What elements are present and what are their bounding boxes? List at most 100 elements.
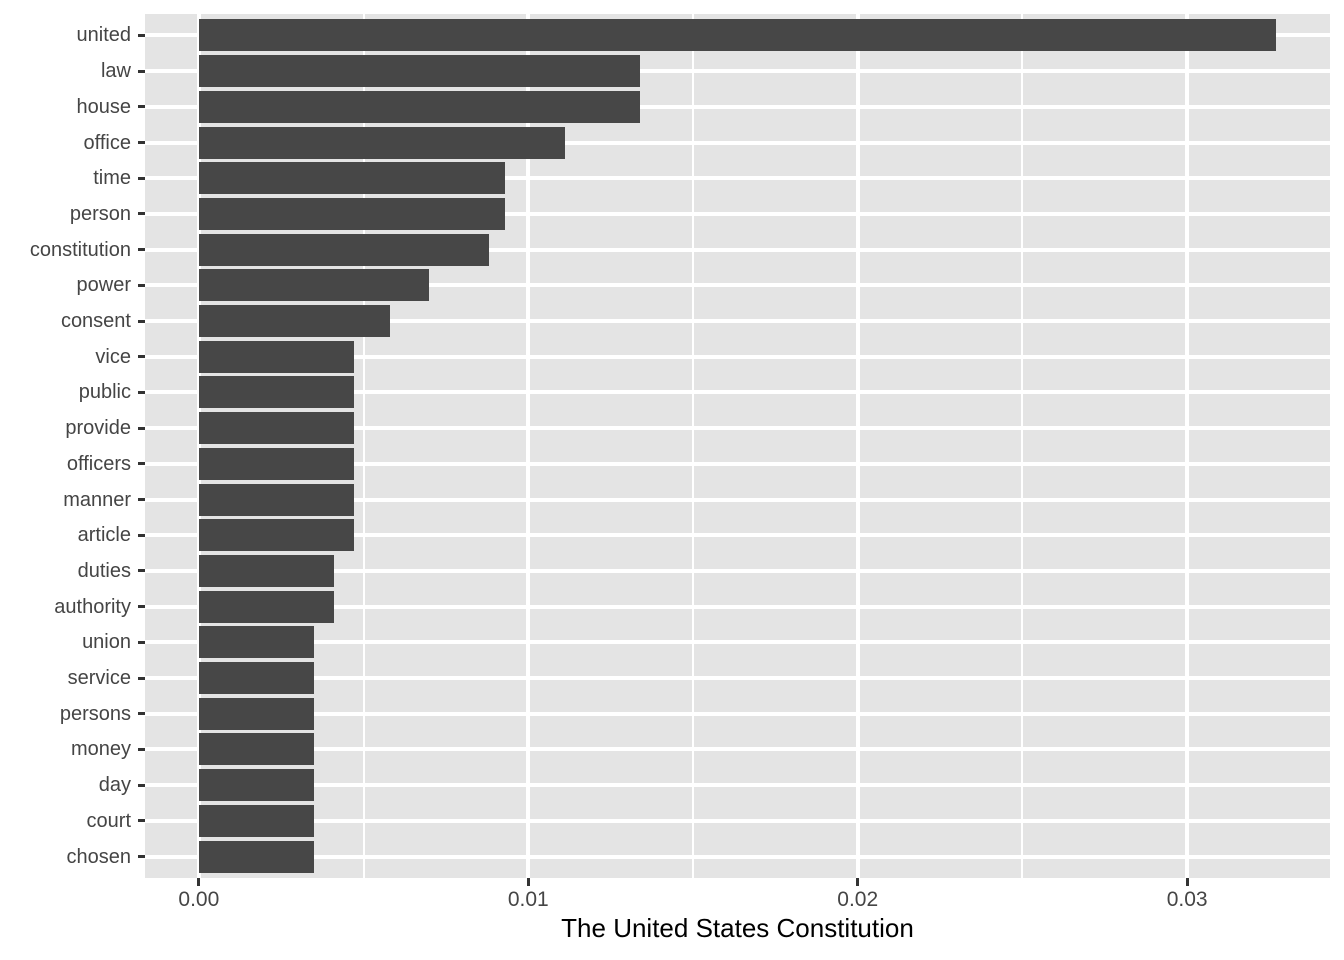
y-axis-tick xyxy=(138,747,145,751)
y-axis-label-office: office xyxy=(83,131,131,154)
major-gridline-horizontal xyxy=(145,283,1330,288)
y-axis-tick xyxy=(138,605,145,609)
y-axis-label-union: union xyxy=(82,631,131,654)
x-axis-tick xyxy=(197,878,201,886)
bar-consent xyxy=(198,305,390,338)
y-axis-label-time: time xyxy=(93,167,131,190)
bar-union xyxy=(198,626,315,659)
minor-gridline-vertical xyxy=(362,14,365,878)
major-gridline-horizontal xyxy=(145,426,1330,431)
y-axis-label-constitution: constitution xyxy=(29,238,131,261)
y-axis-tick xyxy=(138,426,145,430)
y-axis-label-article: article xyxy=(77,524,131,547)
y-axis-tick xyxy=(138,855,145,859)
major-gridline-horizontal xyxy=(145,676,1330,681)
x-axis-tick xyxy=(526,878,530,886)
bar-service xyxy=(198,662,315,695)
minor-gridline-vertical xyxy=(1021,14,1024,878)
major-gridline-horizontal xyxy=(145,176,1330,181)
y-axis-label-consent: consent xyxy=(60,310,131,333)
bar-manner xyxy=(198,483,354,516)
y-axis-tick xyxy=(138,283,145,287)
major-gridline-horizontal xyxy=(145,711,1330,716)
x-axis-tick-label: 0.00 xyxy=(178,888,220,911)
y-axis-tick xyxy=(138,355,145,359)
bar-law xyxy=(198,55,641,88)
bar-article xyxy=(198,519,354,552)
major-gridline-horizontal xyxy=(145,497,1330,502)
major-gridline-horizontal xyxy=(145,104,1330,109)
y-axis-label-court: court xyxy=(86,809,131,832)
major-gridline-horizontal xyxy=(145,354,1330,359)
y-axis-tick xyxy=(138,712,145,716)
y-axis-label-provide: provide xyxy=(65,417,131,440)
y-axis-tick xyxy=(138,640,145,644)
y-axis-label-duties: duties xyxy=(77,559,131,582)
bar-time xyxy=(198,162,506,195)
major-gridline-horizontal xyxy=(145,818,1330,823)
plot-panel xyxy=(145,14,1330,878)
bar-money xyxy=(198,733,315,766)
y-axis-tick xyxy=(138,33,145,37)
y-axis-label-united: united xyxy=(76,24,132,47)
major-gridline-vertical xyxy=(855,14,860,878)
bar-provide xyxy=(198,412,354,445)
y-axis-label-public: public xyxy=(78,381,131,404)
major-gridline-horizontal xyxy=(145,854,1330,859)
y-axis-tick xyxy=(138,248,145,252)
y-axis-tick xyxy=(138,569,145,573)
y-axis-label-authority: authority xyxy=(54,595,131,618)
major-gridline-horizontal xyxy=(145,319,1330,324)
bar-officers xyxy=(198,447,354,480)
y-axis-label-persons: persons xyxy=(59,702,131,725)
bar-chosen xyxy=(198,840,315,873)
x-axis-tick xyxy=(1185,878,1189,886)
y-axis-tick xyxy=(138,819,145,823)
y-axis-tick xyxy=(138,390,145,394)
y-axis-label-house: house xyxy=(76,95,132,118)
y-axis-label-service: service xyxy=(67,667,131,690)
major-gridline-horizontal xyxy=(145,140,1330,145)
bar-court xyxy=(198,804,315,837)
bar-duties xyxy=(198,554,334,587)
bar-persons xyxy=(198,697,315,730)
y-axis-tick xyxy=(138,498,145,502)
y-axis-label-money: money xyxy=(70,738,131,761)
y-axis-label-vice: vice xyxy=(95,345,131,368)
major-gridline-horizontal xyxy=(145,390,1330,395)
y-axis-tick xyxy=(138,212,145,216)
x-axis-tick xyxy=(856,878,860,886)
bar-authority xyxy=(198,590,334,623)
bar-power xyxy=(198,269,430,302)
bar-united xyxy=(198,19,1277,52)
y-axis-tick xyxy=(138,462,145,466)
y-axis-tick xyxy=(138,783,145,787)
x-axis-tick-label: 0.03 xyxy=(1166,888,1208,911)
major-gridline-horizontal xyxy=(145,640,1330,645)
major-gridline-horizontal xyxy=(145,568,1330,573)
y-axis-tick xyxy=(138,319,145,323)
y-axis-label-chosen: chosen xyxy=(66,845,132,868)
y-axis-label-law: law xyxy=(100,60,131,83)
bar-public xyxy=(198,376,354,409)
major-gridline-horizontal xyxy=(145,211,1330,216)
bar-vice xyxy=(198,340,354,373)
y-axis-tick xyxy=(138,533,145,537)
major-gridline-horizontal xyxy=(145,783,1330,788)
bar-house xyxy=(198,90,641,123)
major-gridline-vertical xyxy=(1185,14,1190,878)
minor-gridline-vertical xyxy=(692,14,695,878)
x-axis-tick-label: 0.01 xyxy=(507,888,549,911)
y-axis-label-manner: manner xyxy=(63,488,131,511)
major-gridline-vertical xyxy=(526,14,531,878)
x-axis-title: The United States Constitution xyxy=(561,913,914,943)
y-axis-label-person: person xyxy=(69,202,131,225)
bar-office xyxy=(198,126,565,159)
y-axis-label-officers: officers xyxy=(66,452,131,475)
major-gridline-horizontal xyxy=(145,69,1330,74)
major-gridline-horizontal xyxy=(145,533,1330,538)
major-gridline-horizontal xyxy=(145,604,1330,609)
y-axis-tick xyxy=(138,676,145,680)
y-axis-tick xyxy=(138,141,145,145)
